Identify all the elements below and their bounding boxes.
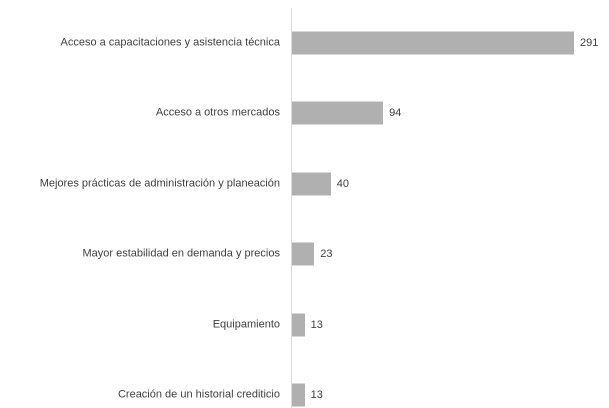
category-label: Acceso a capacitaciones y asistencia téc…: [60, 36, 280, 49]
bar: [292, 172, 331, 196]
bar: [292, 313, 305, 337]
value-label: 13: [310, 389, 323, 401]
bar: [292, 383, 305, 407]
value-label: 291: [580, 37, 599, 49]
bar: [292, 101, 384, 125]
category-label: Acceso a otros mercados: [155, 106, 280, 119]
category-label: Mejores prácticas de administración y pl…: [39, 177, 280, 190]
value-label: 23: [320, 248, 333, 261]
category-label: Creación de un historial crediticio: [117, 388, 280, 401]
category-label: Mayor estabilidad en demanda y precios: [82, 247, 280, 260]
bar: [292, 31, 574, 55]
value-label: 40: [336, 177, 349, 190]
bar: [292, 242, 315, 266]
axis-line: [291, 8, 292, 408]
value-label: 94: [389, 107, 402, 120]
value-label: 13: [310, 318, 323, 331]
category-label: Equipamiento: [212, 318, 280, 331]
